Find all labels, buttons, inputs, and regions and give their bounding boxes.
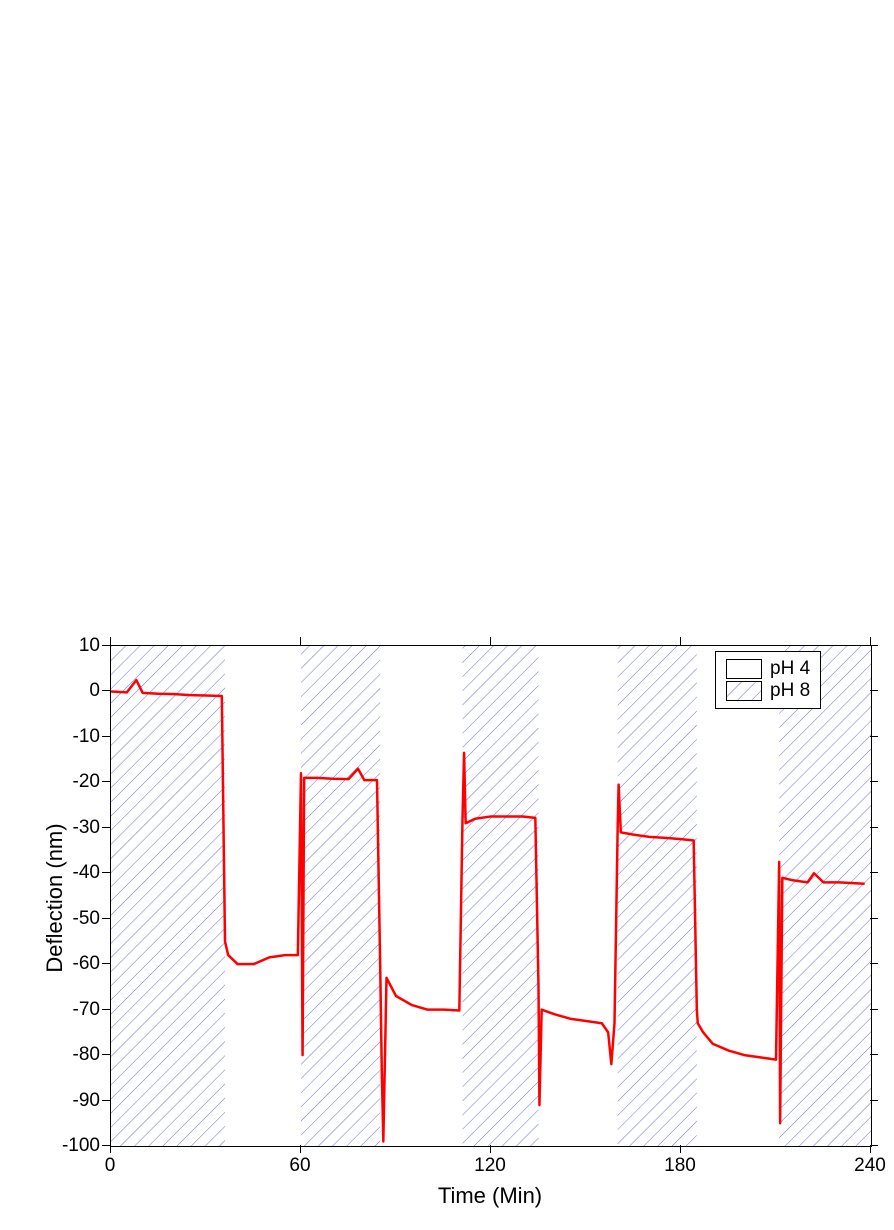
legend-row: pH 4 bbox=[726, 658, 810, 680]
x-tick-label: 0 bbox=[90, 1155, 130, 1177]
x-tick-mark bbox=[870, 637, 871, 645]
y-tick-label: -70 bbox=[55, 999, 100, 1021]
y-tick-mark bbox=[102, 872, 110, 873]
x-tick-mark bbox=[680, 1145, 681, 1153]
y-tick-mark bbox=[102, 1100, 110, 1101]
x-tick-mark bbox=[490, 637, 491, 645]
x-tick-label: 240 bbox=[850, 1155, 890, 1177]
y-tick-mark bbox=[870, 1100, 878, 1101]
y-tick-label: -10 bbox=[55, 726, 100, 748]
y-tick-mark bbox=[102, 1145, 110, 1146]
y-tick-mark bbox=[870, 827, 878, 828]
y-tick-mark bbox=[870, 1009, 878, 1010]
y-tick-mark bbox=[102, 963, 110, 964]
legend-label: pH 8 bbox=[770, 680, 810, 702]
y-tick-mark bbox=[102, 1009, 110, 1010]
y-tick-mark bbox=[102, 827, 110, 828]
x-tick-mark bbox=[490, 1145, 491, 1153]
y-tick-mark bbox=[870, 736, 878, 737]
x-axis-label-bottom: Time (Min) bbox=[110, 1183, 870, 1209]
y-tick-mark bbox=[102, 781, 110, 782]
y-tick-label: -40 bbox=[55, 862, 100, 884]
y-tick-label: -20 bbox=[55, 771, 100, 793]
y-tick-mark bbox=[870, 690, 878, 691]
y-tick-label: -80 bbox=[55, 1044, 100, 1066]
y-tick-mark bbox=[870, 1054, 878, 1055]
legend-swatch bbox=[726, 681, 762, 701]
y-tick-mark bbox=[102, 645, 110, 646]
plot-area-bottom bbox=[110, 645, 872, 1147]
page: Deflection (nm) Time 0102030405060708090… bbox=[0, 0, 894, 1230]
x-tick-label: 120 bbox=[470, 1155, 510, 1177]
x-tick-mark bbox=[300, 637, 301, 645]
y-tick-mark bbox=[870, 918, 878, 919]
y-tick-label: -50 bbox=[55, 908, 100, 930]
y-tick-label: 0 bbox=[55, 680, 100, 702]
x-tick-mark bbox=[300, 1145, 301, 1153]
y-tick-label: -30 bbox=[55, 817, 100, 839]
x-tick-mark bbox=[110, 1145, 111, 1153]
y-tick-mark bbox=[102, 1054, 110, 1055]
chart-bottom: Deflection (nm) Time (Min) 060120180240-… bbox=[0, 0, 894, 1230]
y-tick-mark bbox=[102, 918, 110, 919]
y-tick-label: -90 bbox=[55, 1090, 100, 1112]
y-tick-label: -100 bbox=[55, 1135, 100, 1157]
y-tick-mark bbox=[870, 781, 878, 782]
y-tick-mark bbox=[102, 690, 110, 691]
x-tick-mark bbox=[870, 1145, 871, 1153]
y-tick-mark bbox=[870, 872, 878, 873]
x-tick-label: 180 bbox=[660, 1155, 700, 1177]
y-tick-mark bbox=[870, 963, 878, 964]
y-tick-mark bbox=[870, 1145, 878, 1146]
y-tick-mark bbox=[870, 645, 878, 646]
y-tick-label: 10 bbox=[55, 635, 100, 657]
x-tick-mark bbox=[110, 637, 111, 645]
legend-label: pH 4 bbox=[770, 658, 810, 680]
legend-swatch bbox=[726, 659, 762, 679]
legend-row: pH 8 bbox=[726, 680, 810, 702]
legend: pH 4pH 8 bbox=[715, 651, 821, 709]
y-tick-mark bbox=[102, 736, 110, 737]
x-tick-label: 60 bbox=[280, 1155, 320, 1177]
x-tick-mark bbox=[680, 637, 681, 645]
y-tick-label: -60 bbox=[55, 953, 100, 975]
